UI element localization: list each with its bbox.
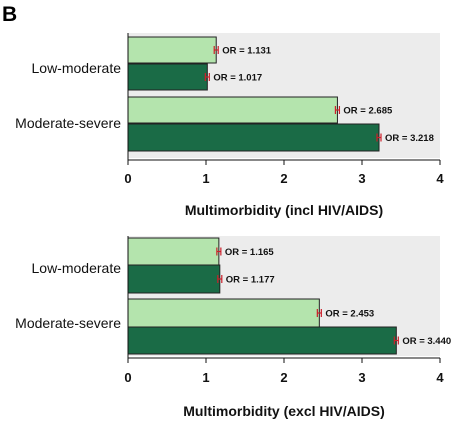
error-bar: [204, 73, 210, 81]
or-label: OR = 1.177: [226, 275, 275, 286]
bar-moderate-severe-dark: [127, 123, 380, 152]
x-axis-title: Multimorbidity (incl HIV/AIDS): [185, 202, 383, 218]
category-label-low-moderate: Low-moderate: [32, 60, 122, 76]
x-tick-label: 2: [280, 171, 287, 186]
bar-moderate-severe-light: [127, 96, 338, 124]
category-label-moderate-severe: Moderate-severe: [15, 115, 121, 131]
x-tick-label: 3: [358, 370, 365, 385]
x-axis-ticks: 0 1 2 3 4: [124, 358, 444, 385]
bar-moderate-severe-dark: [127, 326, 397, 355]
x-tick-label: 1: [202, 370, 209, 385]
x-tick-label: 2: [280, 370, 287, 385]
x-tick-label: 4: [436, 370, 444, 385]
error-bar: [393, 336, 399, 345]
x-axis-title: Multimorbidity (excl HIV/AIDS): [183, 403, 384, 419]
x-tick-label: 4: [436, 171, 444, 186]
x-axis-ticks: 0 1 2 3 4: [124, 160, 444, 186]
or-label: OR = 2.685: [343, 106, 393, 117]
or-label: OR = 1.017: [213, 73, 262, 84]
category-label-moderate-severe: Moderate-severe: [15, 315, 121, 331]
x-tick-label: 0: [124, 171, 131, 186]
chart-incl-hiv: OR = 1.131 OR = 1.017 OR = 2.685 OR = 3.218…: [15, 33, 444, 218]
x-tick-label: 3: [358, 171, 365, 186]
bar-low-moderate-dark: [127, 63, 208, 91]
chart-excl-hiv: OR = 1.165 OR = 1.177 OR = 2.453 OR = 3.440…: [15, 236, 451, 419]
or-label: OR = 3.218: [385, 133, 434, 144]
bar-low-moderate-light: [127, 36, 217, 64]
x-tick-label: 0: [124, 370, 131, 385]
chart-marks: OR = 1.165 OR = 1.177 OR = 2.453 OR = 3.440: [127, 237, 451, 355]
error-bar: [216, 247, 222, 256]
bar-moderate-severe-light: [127, 298, 320, 328]
or-label: OR = 3.440: [402, 336, 451, 347]
error-bar: [217, 275, 223, 283]
chart-marks: OR = 1.131 OR = 1.017 OR = 2.685 OR = 3.218: [127, 36, 434, 152]
or-label: OR = 1.131: [222, 46, 272, 57]
x-tick-label: 1: [202, 171, 209, 186]
error-bar: [376, 133, 382, 142]
category-label-low-moderate: Low-moderate: [32, 260, 122, 276]
or-label: OR = 2.453: [325, 309, 374, 320]
error-bar: [334, 106, 341, 114]
or-label: OR = 1.165: [225, 247, 275, 258]
error-bar: [213, 46, 219, 54]
error-bar: [316, 309, 322, 317]
bar-low-moderate-dark: [127, 264, 221, 294]
panel-letter: B: [2, 3, 17, 26]
bar-low-moderate-light: [127, 237, 220, 266]
